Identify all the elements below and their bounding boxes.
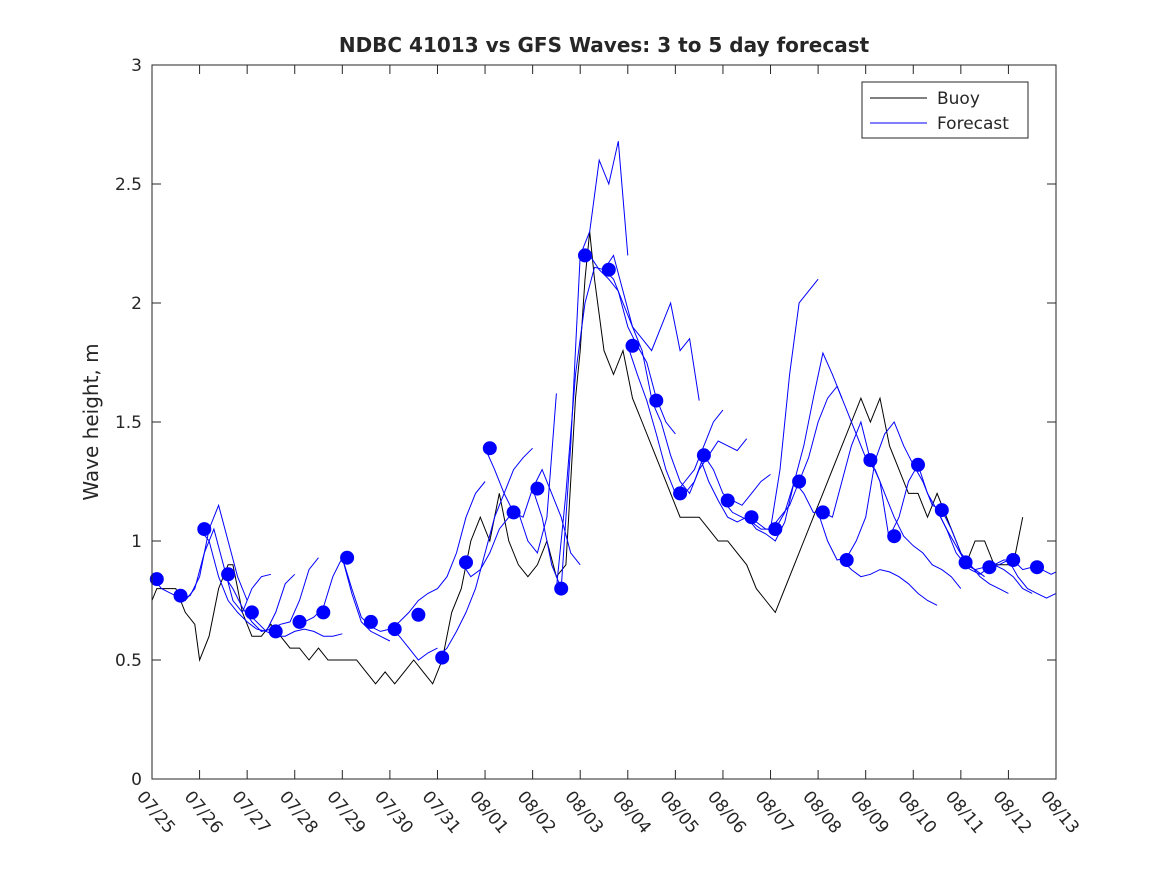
y-tick-label: 0 — [131, 770, 142, 790]
forecast-marker — [1006, 553, 1021, 567]
forecast-series-line — [389, 481, 486, 630]
legend: Buoy Forecast — [861, 81, 1029, 139]
forecast-marker — [720, 493, 735, 508]
legend-box — [861, 81, 1029, 139]
forecast-marker — [244, 605, 259, 620]
forecast-marker — [887, 529, 902, 544]
forecast-series-line — [675, 454, 771, 506]
y-tick-label: 3 — [131, 56, 142, 76]
forecast-marker — [982, 560, 997, 575]
forecast-marker — [768, 522, 783, 537]
forecast-series-line — [199, 528, 296, 632]
forecast-marker — [530, 481, 545, 496]
y-tick-label: 0.5 — [115, 651, 142, 671]
forecast-series-line — [151, 503, 248, 601]
chart-title: NDBC 41013 vs GFS Waves: 3 to 5 day fore… — [339, 33, 870, 57]
y-tick-label: 2.5 — [115, 175, 142, 195]
forecast-marker — [316, 605, 331, 620]
forecast-marker — [459, 555, 473, 570]
forecast-marker — [839, 553, 854, 567]
forecast-marker — [411, 607, 426, 622]
forecast-marker — [625, 338, 640, 353]
forecast-marker — [649, 393, 664, 408]
forecast-marker — [815, 505, 830, 520]
y-tick-label: 1.5 — [115, 413, 142, 433]
legend-label-forecast: Forecast — [937, 114, 1009, 134]
forecast-series-line — [984, 559, 1057, 575]
y-axis-label: Wave height, m — [79, 343, 103, 500]
forecast-marker — [696, 448, 711, 463]
forecast-series-line — [912, 464, 1009, 594]
forecast-marker — [221, 567, 236, 582]
forecast-marker — [173, 588, 188, 603]
y-tick-label: 2 — [131, 294, 142, 314]
forecast-marker — [554, 581, 569, 596]
forecast-marker — [387, 622, 402, 637]
forecast-series-line — [865, 459, 962, 589]
forecast-series-line — [175, 527, 272, 614]
forecast-marker — [673, 486, 688, 501]
forecast-marker — [863, 453, 878, 468]
forecast-marker — [506, 505, 521, 520]
forecast-series-line — [437, 447, 533, 658]
forecast-marker — [578, 248, 592, 263]
forecast-marker — [1030, 560, 1044, 575]
y-tick-label: 1 — [131, 532, 142, 552]
plot-area — [149, 141, 1057, 685]
forecast-marker — [363, 614, 378, 629]
forecast-marker — [792, 474, 807, 489]
forecast-series-line — [770, 385, 867, 530]
forecast-marker — [744, 510, 759, 525]
legend-label-buoy: Buoy — [937, 89, 980, 109]
forecast-series-line — [817, 421, 914, 561]
forecast-marker — [268, 624, 283, 639]
forecast-series-line — [841, 559, 938, 606]
forecast-marker — [340, 550, 355, 565]
forecast-marker — [601, 262, 616, 277]
forecast-series-line — [246, 612, 343, 637]
forecast-marker — [197, 522, 212, 537]
forecast-series-line — [603, 254, 700, 401]
forecast-marker — [911, 457, 925, 472]
forecast-marker — [958, 555, 973, 570]
forecast-marker — [934, 503, 949, 518]
forecast-marker — [482, 441, 497, 456]
forecast-marker — [149, 572, 164, 587]
forecast-marker — [435, 650, 450, 665]
forecast-marker — [292, 614, 307, 629]
